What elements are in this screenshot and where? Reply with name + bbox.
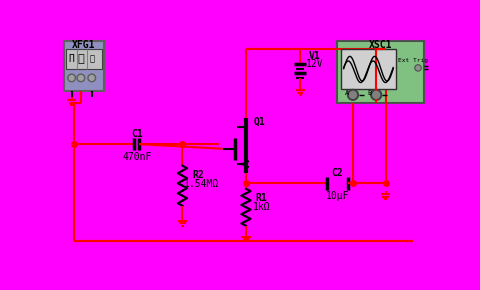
Circle shape <box>415 65 421 71</box>
Text: 1kΩ: 1kΩ <box>252 202 270 212</box>
Text: C1: C1 <box>131 129 143 139</box>
Text: C2: C2 <box>332 168 343 178</box>
Circle shape <box>372 91 380 98</box>
Text: XFG1: XFG1 <box>72 40 96 50</box>
Text: XSC1: XSC1 <box>369 40 393 50</box>
Circle shape <box>69 76 74 80</box>
Bar <box>66 49 102 69</box>
Text: Q1: Q1 <box>254 117 266 127</box>
Bar <box>337 41 424 103</box>
Circle shape <box>77 74 85 82</box>
Text: B: B <box>368 90 372 96</box>
Text: ∿: ∿ <box>89 54 94 63</box>
Circle shape <box>88 74 96 82</box>
Text: R2: R2 <box>192 170 204 180</box>
Circle shape <box>348 90 359 100</box>
Text: R1: R1 <box>256 193 267 203</box>
Text: 1.54MΩ: 1.54MΩ <box>183 179 219 189</box>
Bar <box>341 49 396 89</box>
Text: V1: V1 <box>308 51 320 61</box>
Text: A: A <box>345 90 349 96</box>
Text: Ext Trig: Ext Trig <box>398 58 429 63</box>
Text: ∿: ∿ <box>78 54 84 64</box>
Circle shape <box>68 74 75 82</box>
Bar <box>64 41 104 91</box>
Circle shape <box>349 91 357 98</box>
Circle shape <box>416 66 420 70</box>
Text: Π: Π <box>69 54 74 64</box>
Circle shape <box>89 76 94 80</box>
Circle shape <box>371 90 382 100</box>
Text: 10µF: 10µF <box>326 191 349 201</box>
Text: 470nF: 470nF <box>122 152 151 162</box>
Circle shape <box>79 76 83 80</box>
Text: 12V: 12V <box>305 59 323 69</box>
